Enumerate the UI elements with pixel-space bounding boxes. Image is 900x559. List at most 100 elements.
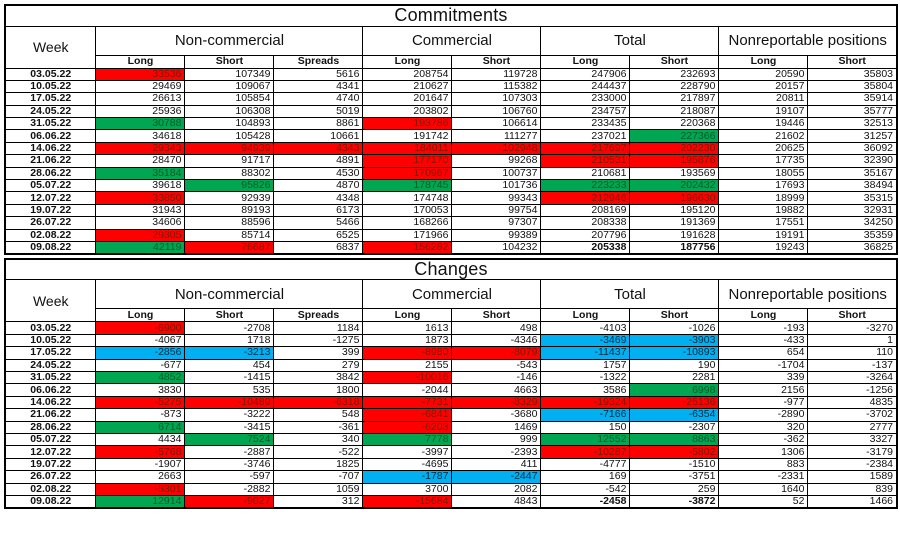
subheader-nc-spreads: Spreads xyxy=(273,54,364,69)
week-cell: 09.08.22 xyxy=(4,494,97,509)
value-cell: 312 xyxy=(273,494,364,509)
value-cell: 1589 xyxy=(807,470,898,484)
value-cell: -1322 xyxy=(540,371,631,385)
week-cell: 05.07.22 xyxy=(4,178,97,193)
value-cell: 218087 xyxy=(629,104,720,119)
value-cell: -6318 xyxy=(273,395,364,410)
table-row: 21.06.22 -873 -3222 548 -6841 -3680 -7166 -6354… xyxy=(4,408,898,422)
value-cell: 4740 xyxy=(273,92,364,106)
value-cell: -7166 xyxy=(540,408,631,422)
value-cell: 548 xyxy=(273,408,364,422)
table-row: 31.05.22 30788 104893 8861 193786 106614 23343… xyxy=(4,117,898,131)
value-cell: 29343 xyxy=(95,141,186,156)
commitments-table: Commitments Week Non-commercial Commerci… xyxy=(4,4,898,255)
value-cell: 174748 xyxy=(362,191,453,205)
value-cell: -10893 xyxy=(629,346,720,360)
week-cell: 28.06.22 xyxy=(4,420,97,435)
value-cell: -3680 xyxy=(451,408,542,422)
week-cell: 21.06.22 xyxy=(4,408,97,422)
value-cell: -873 xyxy=(95,408,186,422)
value-cell: 99268 xyxy=(451,154,542,168)
value-cell: 100737 xyxy=(451,166,542,181)
value-cell: 19243 xyxy=(718,240,809,255)
value-cell: -1415 xyxy=(184,371,275,385)
value-cell: 1059 xyxy=(273,482,364,496)
value-cell: 106614 xyxy=(451,117,542,131)
value-cell: -2890 xyxy=(718,408,809,422)
value-cell: 5019 xyxy=(273,104,364,119)
value-cell: 89193 xyxy=(184,203,275,218)
value-cell: 85714 xyxy=(184,228,275,242)
value-cell: 20811 xyxy=(718,92,809,106)
value-cell: 29469 xyxy=(95,79,186,94)
value-cell: 33536 xyxy=(95,67,186,81)
value-cell: 33850 xyxy=(95,191,186,205)
value-cell: 102948 xyxy=(451,141,542,156)
commitments-title: Commitments xyxy=(4,4,898,27)
value-cell: 32390 xyxy=(807,154,898,168)
value-cell: 1184 xyxy=(273,321,364,335)
value-cell: -9027 xyxy=(184,494,275,509)
value-cell: 7778 xyxy=(362,432,453,447)
week-cell: 26.07.22 xyxy=(4,216,97,230)
value-cell: 208169 xyxy=(540,203,631,218)
value-cell: -677 xyxy=(95,358,186,373)
table-row: 31.05.22 4852 -1415 3842 -10016 -146 -1322 2281… xyxy=(4,371,898,385)
value-cell: 111277 xyxy=(451,129,542,143)
value-cell: 119728 xyxy=(451,67,542,81)
value-cell: 4835 xyxy=(807,395,898,410)
value-cell: -1026 xyxy=(629,321,720,335)
value-cell: -3997 xyxy=(362,445,453,459)
value-cell: 3842 xyxy=(273,371,364,385)
value-cell: 17551 xyxy=(718,216,809,230)
value-cell: 1757 xyxy=(540,358,631,373)
value-cell: -5768 xyxy=(95,445,186,459)
value-cell: 3327 xyxy=(807,432,898,447)
value-cell: 35167 xyxy=(807,166,898,181)
table-row: 10.05.22 29469 109067 4341 210627 115382 24443… xyxy=(4,79,898,94)
value-cell: 104893 xyxy=(184,117,275,131)
value-cell: 18055 xyxy=(718,166,809,181)
value-cell: 32513 xyxy=(807,117,898,131)
table-row: 05.07.22 4434 7524 340 7778 999 12552 8863 -362 3… xyxy=(4,432,898,447)
value-cell: 12552 xyxy=(540,432,631,447)
value-cell: 19446 xyxy=(718,117,809,131)
value-cell: 34618 xyxy=(95,129,186,143)
value-cell: 1640 xyxy=(718,482,809,496)
table-row: 17.05.22 26613 105854 4740 201647 107303 23300… xyxy=(4,92,898,106)
value-cell: 191742 xyxy=(362,129,453,143)
value-cell: 20625 xyxy=(718,141,809,156)
value-cell: 35359 xyxy=(807,228,898,242)
week-cell: 09.08.22 xyxy=(4,240,97,255)
subheader-nc-spreads: Spreads xyxy=(273,308,364,323)
value-cell: 202432 xyxy=(629,178,720,193)
commitments-body: 03.05.22 33536 107349 5616 208754 119728 24790… xyxy=(4,67,898,255)
value-cell: -146 xyxy=(451,371,542,385)
value-cell: 4343 xyxy=(273,141,364,156)
value-cell: 1306 xyxy=(718,445,809,459)
value-cell: -7731 xyxy=(362,395,453,410)
value-cell: 6837 xyxy=(273,240,364,255)
value-cell: -11437 xyxy=(540,346,631,360)
value-cell: 6525 xyxy=(273,228,364,242)
value-cell: -4067 xyxy=(95,333,186,348)
week-cell: 19.07.22 xyxy=(4,203,97,218)
value-cell: -4346 xyxy=(451,333,542,348)
value-cell: -522 xyxy=(273,445,364,459)
value-cell: 170967 xyxy=(362,166,453,181)
week-cell: 31.05.22 xyxy=(4,371,97,385)
value-cell: 208338 xyxy=(540,216,631,230)
value-cell: -6354 xyxy=(629,408,720,422)
value-cell: 184011 xyxy=(362,141,453,156)
week-cell: 19.07.22 xyxy=(4,457,97,472)
value-cell: 99389 xyxy=(451,228,542,242)
subheader-t-long: Long xyxy=(540,308,631,323)
value-cell: 839 xyxy=(807,482,898,496)
table-row: 14.06.22 29343 94939 4343 184011 102948 217697… xyxy=(4,141,898,156)
value-cell: -433 xyxy=(718,333,809,348)
value-cell: 6714 xyxy=(95,420,186,435)
subheader-nc-long: Long xyxy=(95,54,186,69)
value-cell: 92939 xyxy=(184,191,275,205)
value-cell: 247906 xyxy=(540,67,631,81)
value-cell: 42119 xyxy=(95,240,186,255)
